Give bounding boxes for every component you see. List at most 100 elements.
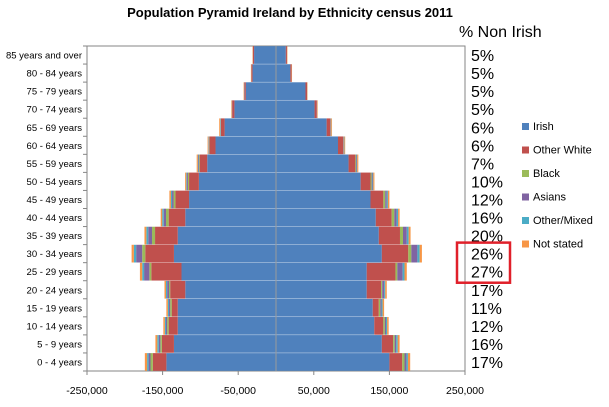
bar-left-other-white [155, 226, 178, 245]
y-tick-label: 65 - 69 years [27, 123, 83, 134]
bar-left-black [149, 262, 152, 281]
legend-label: Irish [533, 121, 554, 133]
bar-left-asians [148, 353, 151, 371]
bar-left-not-stated [185, 172, 187, 191]
bar-left-not-stated [155, 335, 158, 353]
bar-left-not-stated [131, 244, 134, 263]
x-tick-label: 250,000 [446, 385, 484, 397]
bar-left-irish [252, 64, 276, 82]
y-tick-label: 15 - 19 years [27, 303, 83, 314]
bar-right-asians [382, 280, 385, 299]
bar-left-not-stated [231, 100, 232, 119]
bar-right-other-white [389, 353, 403, 371]
bar-left-irish [224, 118, 276, 137]
legend: Irish Other White Black Asians Other/Mixed No… [522, 121, 593, 251]
y-tick-label: 5 - 9 years [37, 339, 82, 350]
percent-non-irish-label: 5% [471, 66, 494, 83]
y-tick-label: 60 - 64 years [27, 141, 83, 152]
percent-non-irish-label: 17% [471, 283, 503, 300]
bar-right-asians [384, 317, 386, 335]
bar-right-irish [276, 353, 390, 371]
bar-right-other-mixed [396, 335, 398, 353]
y-tick-label: 0 - 4 years [37, 357, 82, 368]
bar-left-other-white [171, 298, 178, 317]
bar-right-not-stated [373, 172, 375, 191]
bar-right-other-white [360, 172, 371, 191]
bar-left-black [199, 154, 200, 173]
legend-swatch-other-mixed [522, 217, 529, 224]
bar-left-other-white [168, 208, 186, 227]
bar-right-asians [371, 172, 373, 191]
bar-left-black [166, 208, 169, 227]
percent-non-irish-label: 10% [471, 174, 503, 191]
y-tick-label: 25 - 29 years [27, 267, 83, 278]
y-tick-label: 10 - 14 years [27, 321, 83, 332]
bar-right-other-white [366, 280, 382, 299]
bar-right-black [391, 208, 395, 227]
bar-right-other-white [370, 190, 384, 209]
legend-swatch-irish [522, 123, 529, 130]
y-tick-label: 75 - 79 years [27, 87, 83, 98]
bar-right-irish [276, 118, 327, 137]
legend-swatch-other-white [522, 146, 529, 154]
bar-left-asians [158, 335, 161, 353]
bar-left-other-white [168, 317, 178, 335]
bar-right-irish [276, 226, 379, 245]
bar-left-black [187, 172, 190, 191]
bar-right-irish [276, 280, 367, 299]
bar-right-asians [404, 353, 407, 371]
bar-left-not-stated [166, 298, 168, 317]
bar-right-not-stated [331, 118, 333, 137]
bar-left-irish [177, 298, 276, 317]
bar-left-other-white [161, 335, 174, 353]
bar-right-other-white [378, 226, 400, 245]
bar-right-asians [394, 208, 397, 227]
bar-right-other-white [337, 136, 344, 155]
legend-swatch-black [522, 170, 529, 177]
bar-left-irish [234, 100, 276, 119]
bar-right-other-white [381, 244, 409, 263]
bar-left-other-mixed [157, 335, 159, 353]
bar-right-other-white [326, 118, 331, 137]
bar-right-black [378, 298, 381, 317]
bar-right-not-stated [398, 208, 400, 227]
percent-non-irish-label: 17% [471, 355, 503, 372]
bar-left-other-mixed [186, 172, 188, 191]
bar-left-not-stated [219, 118, 220, 137]
bar-right-other-white [374, 317, 384, 335]
bar-left-other-white [189, 172, 199, 191]
y-tick-label: 45 - 49 years [27, 195, 83, 206]
x-tick-label: -150,000 [142, 385, 184, 397]
bar-left-black [170, 298, 172, 317]
bar-left-other-mixed [197, 154, 199, 173]
bar-left-not-stated [169, 190, 171, 209]
bar-left-other-white [252, 46, 255, 64]
bar-left-other-white [170, 280, 186, 299]
y-axis-labels: 85 years and over 80 - 84 years 75 - 79 ye… [6, 51, 82, 369]
bar-right-not-stated [317, 100, 318, 119]
x-tick-label: 50,000 [298, 385, 330, 397]
bar-right-not-stated [397, 335, 400, 353]
bar-left-not-stated [160, 208, 163, 227]
bar-right-other-mixed [402, 262, 405, 281]
percent-non-irish-label: 16% [471, 211, 503, 228]
bar-left-asians [148, 226, 153, 245]
y-tick-label: 50 - 54 years [27, 177, 83, 188]
bar-left-other-white [244, 82, 246, 100]
y-tick-label: 35 - 39 years [27, 231, 83, 242]
bar-left-other-white [145, 244, 174, 263]
bar-right-irish [276, 172, 361, 191]
highlight-box [455, 241, 512, 284]
bar-left-not-stated [144, 353, 148, 371]
bar-right-black [402, 353, 405, 371]
bar-right-other-white [290, 64, 292, 82]
bar-right-asians [403, 226, 407, 245]
percent-non-irish-label: 7% [471, 156, 494, 173]
percent-non-irish-label: 6% [471, 138, 494, 155]
bar-right-other-mixed [396, 208, 399, 227]
bar-left-asians [198, 154, 200, 173]
bar-left-other-mixed [164, 317, 167, 335]
bar-left-irish [207, 154, 276, 173]
bar-left-asians [166, 317, 168, 335]
